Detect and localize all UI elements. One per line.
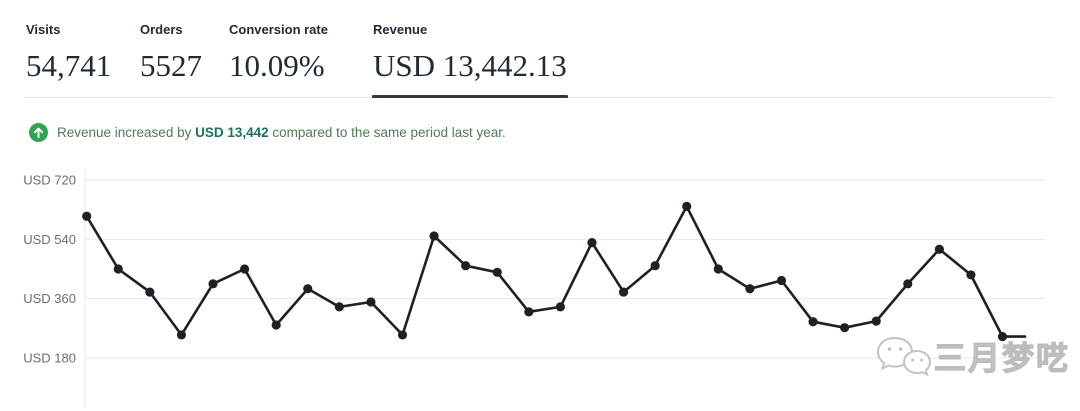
data-point-marker[interactable] (176, 330, 187, 340)
data-point-marker[interactable] (997, 331, 1008, 342)
metric-label: Conversion rate (229, 22, 328, 37)
data-point-marker[interactable] (524, 307, 534, 317)
y-axis-tick-label: USD 180 (23, 350, 76, 365)
banner-amount: USD 13,442 (195, 125, 269, 140)
data-point-marker[interactable] (429, 231, 439, 241)
data-point-marker[interactable] (366, 297, 376, 307)
metric-label: Revenue (373, 22, 428, 37)
banner-suffix: compared to the same period last year. (268, 125, 506, 140)
data-point-marker[interactable] (397, 330, 408, 340)
data-point-marker[interactable] (903, 279, 913, 289)
data-point-marker[interactable] (492, 267, 502, 277)
active-metric-underline (372, 95, 568, 98)
data-point-marker[interactable] (650, 261, 660, 271)
metric-value: 54,741 (26, 48, 112, 83)
data-point-marker[interactable] (113, 264, 123, 274)
data-point-marker[interactable] (271, 320, 281, 330)
data-point-marker[interactable] (555, 302, 566, 312)
data-point-marker[interactable] (618, 287, 629, 297)
data-point-marker[interactable] (682, 201, 692, 211)
metric-label: Orders (140, 22, 183, 37)
metric-tab-revenue[interactable]: Revenue USD 13,442.13 (373, 22, 567, 83)
data-point-marker[interactable] (776, 275, 787, 286)
banner-text: Revenue increased by USD 13,442 compared… (57, 123, 506, 142)
data-point-marker[interactable] (587, 238, 597, 248)
data-point-marker[interactable] (240, 264, 250, 274)
metric-tab-visits[interactable]: Visits 54,741 (26, 22, 111, 83)
data-point-marker[interactable] (840, 323, 850, 333)
y-axis-tick-label: USD 360 (23, 291, 76, 306)
data-point-marker[interactable] (334, 302, 344, 312)
metric-label: Visits (26, 22, 61, 37)
data-point-marker[interactable] (145, 287, 155, 297)
data-point-marker[interactable] (934, 244, 944, 254)
data-point-marker[interactable] (871, 316, 881, 326)
revenue-line-series (85, 205, 1027, 338)
data-point-marker[interactable] (208, 279, 218, 289)
metric-tab-orders[interactable]: Orders 5527 (140, 22, 202, 83)
data-point-marker[interactable] (808, 317, 818, 327)
y-axis-tick-label: USD 720 (23, 173, 76, 188)
data-point-marker[interactable] (82, 211, 92, 221)
data-point-marker[interactable] (461, 261, 471, 271)
metric-value: USD 13,442.13 (373, 48, 567, 83)
data-point-marker[interactable] (966, 270, 976, 280)
data-point-marker[interactable] (713, 264, 723, 274)
data-point-marker[interactable] (303, 284, 313, 294)
y-axis-tick-label: USD 540 (23, 232, 76, 247)
arrow-up-circle-icon (29, 123, 48, 142)
revenue-increase-banner: Revenue increased by USD 13,442 compared… (29, 123, 506, 142)
banner-prefix: Revenue increased by (57, 125, 196, 140)
metric-value: 5527 (140, 48, 202, 83)
metric-value: 10.09% (229, 48, 325, 83)
metric-tab-conversion-rate[interactable]: Conversion rate 10.09% (229, 22, 328, 83)
data-point-marker[interactable] (745, 284, 755, 294)
